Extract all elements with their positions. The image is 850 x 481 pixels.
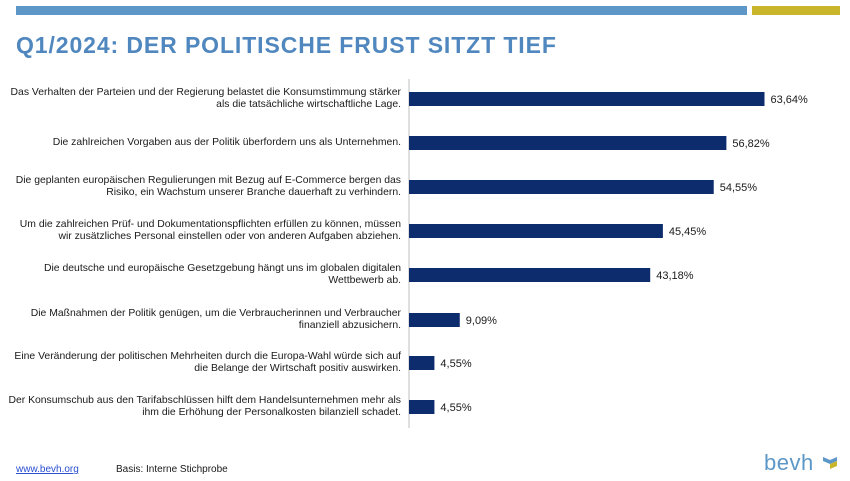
page-title: Q1/2024: DER POLITISCHE FRUST SITZT TIEF — [16, 32, 557, 58]
bar-value-label-4: 45,45% — [669, 226, 707, 238]
top-accent-bar-blue — [16, 6, 747, 15]
category-label-8: Der Konsumschub aus den Tarifabschlüssen… — [8, 394, 401, 419]
bar-3 — [409, 180, 714, 194]
category-label-6: Die Maßnahmen der Politik genügen, um di… — [30, 307, 401, 332]
bar-5 — [409, 268, 651, 282]
footer-basis-note: Basis: Interne Stichprobe — [116, 464, 228, 475]
bar-2 — [409, 136, 727, 150]
bar-7 — [409, 356, 435, 370]
category-label-5: Die deutsche und europäische Gesetzgebun… — [44, 262, 401, 287]
category-label-7: Eine Veränderung der politischen Mehrhei… — [14, 350, 401, 375]
logo-text: bevh — [764, 450, 814, 475]
bar-value-label-1: 63,64% — [771, 94, 809, 106]
bar-8 — [409, 400, 435, 414]
bar-value-label-7: 4,55% — [440, 358, 471, 370]
bar-value-label-5: 43,18% — [656, 270, 694, 282]
bevh-logo: bevh — [764, 450, 844, 478]
category-label-1: Das Verhalten der Parteien und der Regie… — [10, 86, 401, 111]
top-accent-bar-gold — [752, 6, 840, 15]
bar-value-label-8: 4,55% — [440, 402, 471, 414]
bar-6 — [409, 313, 460, 327]
bar-4 — [409, 224, 663, 238]
bar-1 — [409, 92, 765, 106]
category-label-2: Die zahlreichen Vorgaben aus der Politik… — [52, 136, 401, 148]
category-label-4: Um die zahlreichen Prüf- und Dokumentati… — [19, 218, 401, 243]
footer-website-link[interactable]: www.bevh.org — [16, 464, 79, 475]
bar-value-label-2: 56,82% — [732, 138, 770, 150]
bar-value-label-6: 9,09% — [466, 315, 497, 327]
category-label-3: Die geplanten europäischen Regulierungen… — [15, 174, 401, 199]
bar-value-label-3: 54,55% — [720, 182, 758, 194]
bevh-logo-icon — [823, 457, 837, 469]
